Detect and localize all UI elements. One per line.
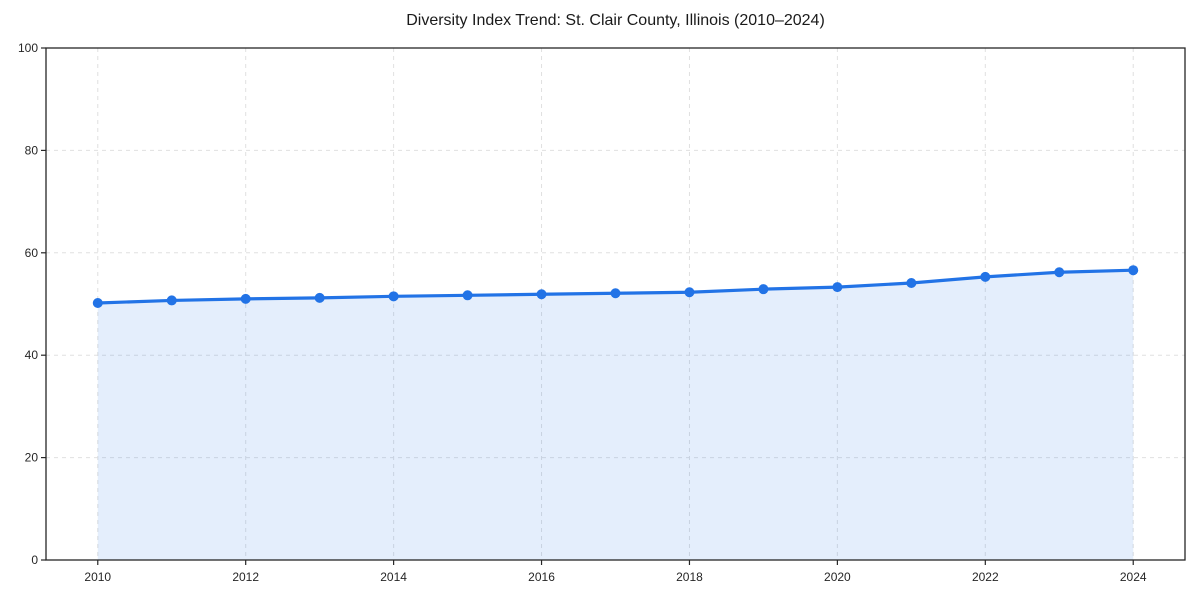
x-tick-label: 2024 xyxy=(1120,570,1147,584)
x-tick-label: 2016 xyxy=(528,570,555,584)
data-point xyxy=(536,289,547,300)
chart-title: Diversity Index Trend: St. Clair County,… xyxy=(406,12,825,29)
data-point xyxy=(314,292,325,303)
data-point xyxy=(684,287,695,298)
data-point xyxy=(832,282,843,293)
y-tick-label: 40 xyxy=(25,348,39,362)
y-tick-label: 80 xyxy=(25,143,39,157)
data-point xyxy=(906,278,917,289)
area-fill xyxy=(97,270,1134,560)
data-point xyxy=(92,297,103,308)
y-tick-label: 60 xyxy=(25,246,39,260)
data-point xyxy=(1128,265,1139,276)
y-tick-label: 0 xyxy=(31,553,38,567)
plot-border xyxy=(45,47,1186,561)
y-tick-label: 20 xyxy=(25,451,39,465)
data-point xyxy=(240,293,251,304)
data-point xyxy=(388,291,399,302)
x-tick-label: 2014 xyxy=(380,570,407,584)
data-point xyxy=(610,288,621,299)
x-tick-label: 2020 xyxy=(824,570,851,584)
data-point xyxy=(758,284,769,295)
y-tick-label: 100 xyxy=(18,41,38,55)
x-tick-label: 2010 xyxy=(84,570,111,584)
data-point xyxy=(166,295,177,306)
x-tick-label: 2012 xyxy=(232,570,259,584)
x-tick-label: 2022 xyxy=(972,570,999,584)
x-tick-label: 2018 xyxy=(676,570,703,584)
data-point xyxy=(980,271,991,282)
data-point xyxy=(462,290,473,301)
data-point xyxy=(1054,267,1065,278)
